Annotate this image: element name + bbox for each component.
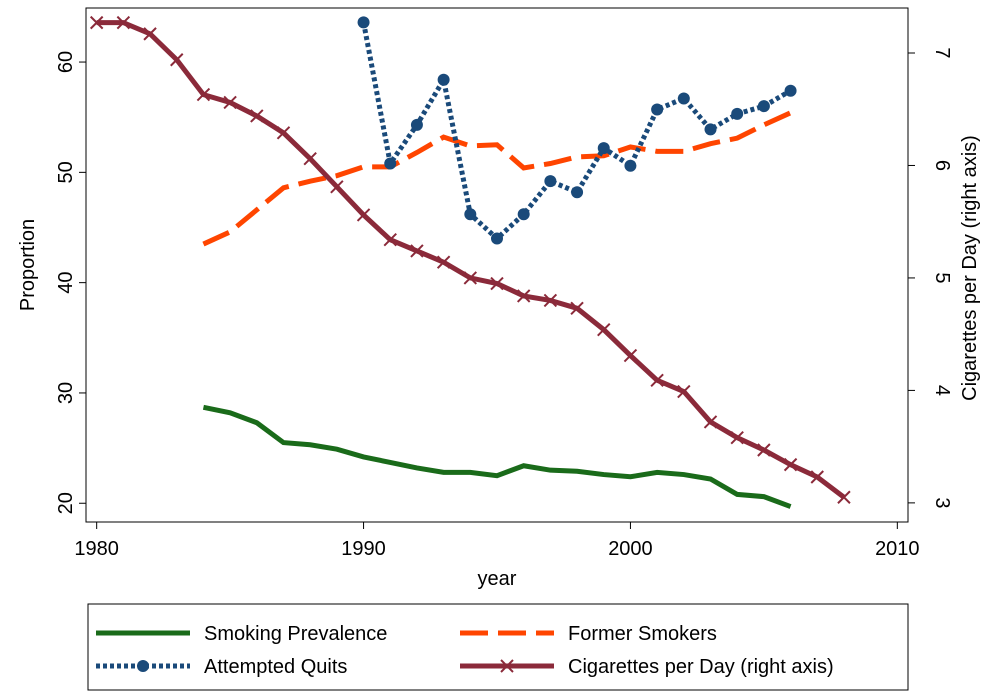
legend-label: Cigarettes per Day (right axis) [568,656,834,678]
y-tick-label: 40 [55,272,77,294]
legend-box [87,603,909,691]
x-tick-label: 2000 [608,538,653,560]
point-marker [490,276,504,291]
x-axis-label: year [478,568,517,590]
y2-axis-label: Cigarettes per Day (right axis) [959,135,981,401]
point-marker [783,457,798,472]
legend-marker [500,659,514,673]
y2-tick-label: 4 [931,385,953,396]
point-marker [597,142,610,155]
series-line [202,110,792,247]
point-marker [570,301,584,316]
y2-tick-label: 7 [931,47,953,58]
point-marker [276,126,291,140]
point-marker [463,271,478,285]
point-marker [810,470,824,484]
series-line [96,20,846,500]
point-marker [437,73,450,86]
legend-label: Former Smokers [568,623,717,645]
y2-tick-label: 5 [931,272,953,283]
y-tick-label: 20 [55,492,77,514]
point-marker [624,159,637,172]
point-marker [464,208,477,221]
point-marker [303,152,317,166]
point-marker [757,443,771,457]
point-marker [677,384,691,399]
y-tick-label: 50 [55,161,77,183]
point-marker [223,95,237,110]
y-axis-label: Proportion [17,219,39,311]
point-marker [410,118,423,131]
point-marker [330,180,344,194]
point-marker [544,175,557,188]
point-marker [357,16,370,29]
point-marker [170,53,184,67]
point-marker [704,123,717,136]
point-marker [356,208,371,222]
point-marker [543,293,558,308]
point-marker [650,373,664,387]
point-marker [196,87,211,102]
point-marker [89,15,104,30]
legend-marker [137,660,149,672]
point-marker [757,100,770,113]
point-marker [597,322,611,337]
point-marker [677,92,690,105]
series-line [361,21,792,242]
point-marker [143,27,157,41]
point-marker [731,107,744,120]
y2-tick-label: 6 [931,160,953,171]
y-tick-label: 30 [55,382,77,404]
point-marker [703,415,718,429]
plot-frame [85,7,909,523]
point-marker [517,208,530,221]
legend-label: Smoking Prevalence [204,623,387,645]
series-line [202,404,792,509]
point-marker [250,109,264,123]
point-marker [651,103,664,116]
x-tick-label: 1990 [341,538,386,560]
point-marker [410,244,424,258]
point-marker [784,84,797,97]
point-marker [516,289,531,303]
y-tick-label: 60 [55,51,77,73]
y2-tick-label: 3 [931,497,953,508]
point-marker [730,430,744,445]
point-marker [383,232,397,247]
x-tick-label: 1980 [74,538,119,560]
x-tick-label: 2010 [875,538,920,560]
point-marker [837,490,851,504]
point-marker [491,232,503,245]
point-marker [623,348,638,363]
legend-label: Attempted Quits [204,656,347,678]
point-marker [571,186,584,199]
point-marker [436,255,451,269]
point-marker [384,157,397,170]
point-marker [116,15,131,30]
